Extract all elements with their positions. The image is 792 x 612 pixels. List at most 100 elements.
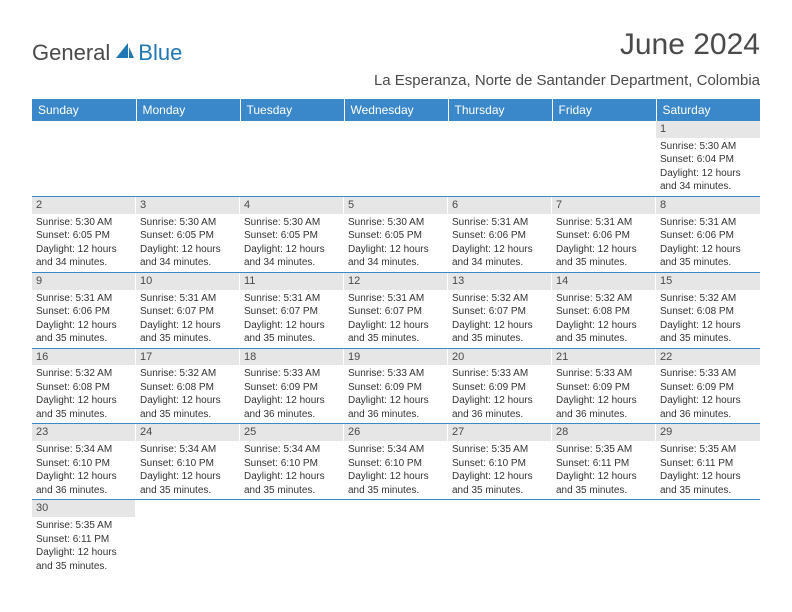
day-sunset-line: Sunset: 6:09 PM xyxy=(660,381,756,395)
day-dl2-line: and 35 minutes. xyxy=(660,332,756,346)
day-details: Sunrise: 5:35 AMSunset: 6:11 PMDaylight:… xyxy=(656,441,760,499)
day-number-bar: 11 xyxy=(240,273,344,290)
calendar-day-cell: 1Sunrise: 5:30 AMSunset: 6:04 PMDaylight… xyxy=(656,121,760,196)
calendar-day-cell: 19Sunrise: 5:33 AMSunset: 6:09 PMDayligh… xyxy=(344,348,448,424)
day-number-bar: 12 xyxy=(344,273,448,290)
day-details: Sunrise: 5:35 AMSunset: 6:10 PMDaylight:… xyxy=(448,441,552,499)
day-dl1-line: Daylight: 12 hours xyxy=(140,394,236,408)
day-dl1-line: Daylight: 12 hours xyxy=(348,470,444,484)
day-dl2-line: and 36 minutes. xyxy=(660,408,756,422)
day-sunset-line: Sunset: 6:06 PM xyxy=(452,229,548,243)
day-number-bar: 3 xyxy=(136,197,240,214)
day-sunset-line: Sunset: 6:09 PM xyxy=(452,381,548,395)
day-number-bar: 8 xyxy=(656,197,760,214)
logo-text-blue: Blue xyxy=(138,40,182,66)
day-number-bar xyxy=(136,121,240,138)
day-header: Wednesday xyxy=(344,99,448,121)
day-dl2-line: and 34 minutes. xyxy=(36,256,132,270)
day-dl2-line: and 34 minutes. xyxy=(660,180,756,194)
day-sunset-line: Sunset: 6:06 PM xyxy=(556,229,652,243)
day-sunrise-line: Sunrise: 5:34 AM xyxy=(244,443,340,457)
day-dl1-line: Daylight: 12 hours xyxy=(660,394,756,408)
day-dl1-line: Daylight: 12 hours xyxy=(660,167,756,181)
day-details: Sunrise: 5:32 AMSunset: 6:07 PMDaylight:… xyxy=(448,290,552,348)
calendar-day-cell: 17Sunrise: 5:32 AMSunset: 6:08 PMDayligh… xyxy=(136,348,240,424)
calendar-day-cell: 27Sunrise: 5:35 AMSunset: 6:10 PMDayligh… xyxy=(448,424,552,500)
day-dl2-line: and 35 minutes. xyxy=(660,484,756,498)
day-details: Sunrise: 5:32 AMSunset: 6:08 PMDaylight:… xyxy=(136,365,240,423)
calendar-day-cell: 18Sunrise: 5:33 AMSunset: 6:09 PMDayligh… xyxy=(240,348,344,424)
day-dl2-line: and 35 minutes. xyxy=(140,332,236,346)
day-dl2-line: and 35 minutes. xyxy=(348,332,444,346)
day-sunset-line: Sunset: 6:08 PM xyxy=(140,381,236,395)
calendar-day-cell: 16Sunrise: 5:32 AMSunset: 6:08 PMDayligh… xyxy=(32,348,136,424)
day-sunset-line: Sunset: 6:10 PM xyxy=(140,457,236,471)
day-number-bar: 28 xyxy=(552,424,656,441)
calendar-day-cell: 30Sunrise: 5:35 AMSunset: 6:11 PMDayligh… xyxy=(32,500,136,575)
day-details: Sunrise: 5:30 AMSunset: 6:05 PMDaylight:… xyxy=(32,214,136,272)
day-sunrise-line: Sunrise: 5:31 AM xyxy=(140,292,236,306)
day-details: Sunrise: 5:32 AMSunset: 6:08 PMDaylight:… xyxy=(32,365,136,423)
calendar-day-cell: 28Sunrise: 5:35 AMSunset: 6:11 PMDayligh… xyxy=(552,424,656,500)
calendar-page: General Blue June 2024 La Esperanza, Nor… xyxy=(0,0,792,595)
calendar-day-cell: 4Sunrise: 5:30 AMSunset: 6:05 PMDaylight… xyxy=(240,196,344,272)
day-details: Sunrise: 5:30 AMSunset: 6:05 PMDaylight:… xyxy=(344,214,448,272)
day-number-bar: 30 xyxy=(32,500,136,517)
day-number-bar: 18 xyxy=(240,349,344,366)
day-number-bar: 7 xyxy=(552,197,656,214)
day-sunrise-line: Sunrise: 5:33 AM xyxy=(244,367,340,381)
day-sunrise-line: Sunrise: 5:34 AM xyxy=(140,443,236,457)
day-sunset-line: Sunset: 6:04 PM xyxy=(660,153,756,167)
day-details: Sunrise: 5:31 AMSunset: 6:06 PMDaylight:… xyxy=(552,214,656,272)
day-dl1-line: Daylight: 12 hours xyxy=(452,319,548,333)
calendar-day-cell xyxy=(32,121,136,196)
day-dl2-line: and 36 minutes. xyxy=(36,484,132,498)
calendar-day-cell: 20Sunrise: 5:33 AMSunset: 6:09 PMDayligh… xyxy=(448,348,552,424)
day-number-bar xyxy=(656,500,760,517)
day-sunrise-line: Sunrise: 5:35 AM xyxy=(556,443,652,457)
day-dl2-line: and 36 minutes. xyxy=(452,408,548,422)
day-details: Sunrise: 5:34 AMSunset: 6:10 PMDaylight:… xyxy=(136,441,240,499)
day-number-bar: 23 xyxy=(32,424,136,441)
day-dl1-line: Daylight: 12 hours xyxy=(556,470,652,484)
day-dl1-line: Daylight: 12 hours xyxy=(660,470,756,484)
calendar-day-cell: 24Sunrise: 5:34 AMSunset: 6:10 PMDayligh… xyxy=(136,424,240,500)
day-number-bar: 22 xyxy=(656,349,760,366)
day-number-bar xyxy=(448,500,552,517)
day-header: Sunday xyxy=(32,99,136,121)
day-dl1-line: Daylight: 12 hours xyxy=(452,394,548,408)
day-details: Sunrise: 5:32 AMSunset: 6:08 PMDaylight:… xyxy=(552,290,656,348)
day-header: Saturday xyxy=(656,99,760,121)
day-number-bar: 20 xyxy=(448,349,552,366)
page-title: June 2024 xyxy=(374,28,760,62)
day-sunrise-line: Sunrise: 5:30 AM xyxy=(244,216,340,230)
day-sunrise-line: Sunrise: 5:31 AM xyxy=(556,216,652,230)
day-number-bar xyxy=(344,121,448,138)
day-sunset-line: Sunset: 6:05 PM xyxy=(244,229,340,243)
day-dl2-line: and 36 minutes. xyxy=(348,408,444,422)
day-dl2-line: and 34 minutes. xyxy=(140,256,236,270)
calendar-day-cell: 13Sunrise: 5:32 AMSunset: 6:07 PMDayligh… xyxy=(448,272,552,348)
day-dl1-line: Daylight: 12 hours xyxy=(140,470,236,484)
day-details: Sunrise: 5:30 AMSunset: 6:05 PMDaylight:… xyxy=(240,214,344,272)
day-number-bar: 2 xyxy=(32,197,136,214)
day-dl2-line: and 34 minutes. xyxy=(348,256,444,270)
day-details: Sunrise: 5:31 AMSunset: 6:07 PMDaylight:… xyxy=(344,290,448,348)
day-sunrise-line: Sunrise: 5:32 AM xyxy=(556,292,652,306)
calendar-day-cell xyxy=(552,121,656,196)
day-dl2-line: and 35 minutes. xyxy=(244,332,340,346)
day-number-bar xyxy=(240,500,344,517)
day-sunset-line: Sunset: 6:07 PM xyxy=(140,305,236,319)
day-sunset-line: Sunset: 6:10 PM xyxy=(348,457,444,471)
calendar-day-cell xyxy=(344,121,448,196)
calendar-day-cell: 21Sunrise: 5:33 AMSunset: 6:09 PMDayligh… xyxy=(552,348,656,424)
calendar-day-cell: 3Sunrise: 5:30 AMSunset: 6:05 PMDaylight… xyxy=(136,196,240,272)
calendar-day-cell xyxy=(344,500,448,575)
day-sunrise-line: Sunrise: 5:33 AM xyxy=(556,367,652,381)
day-number-bar: 25 xyxy=(240,424,344,441)
day-number-bar: 9 xyxy=(32,273,136,290)
day-dl1-line: Daylight: 12 hours xyxy=(556,394,652,408)
day-header: Thursday xyxy=(448,99,552,121)
day-dl2-line: and 35 minutes. xyxy=(556,256,652,270)
calendar-day-cell: 10Sunrise: 5:31 AMSunset: 6:07 PMDayligh… xyxy=(136,272,240,348)
